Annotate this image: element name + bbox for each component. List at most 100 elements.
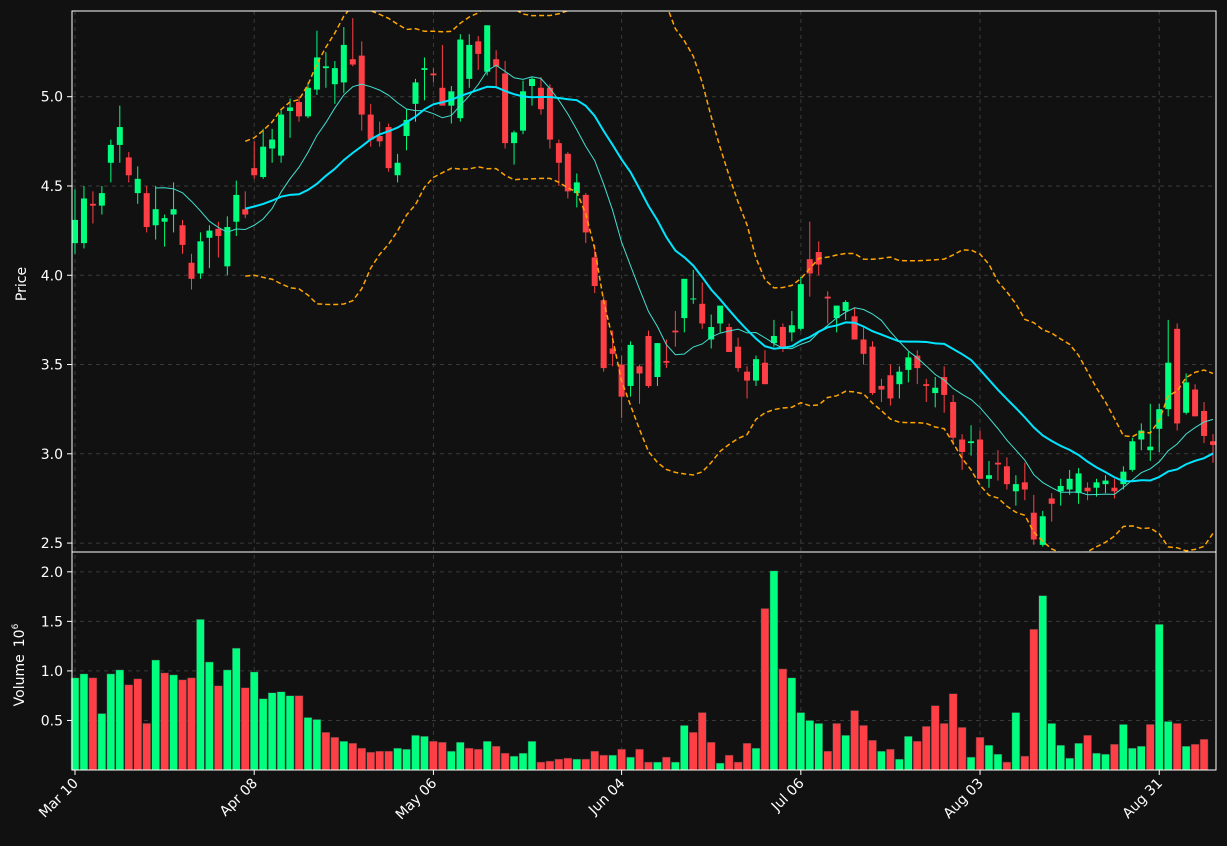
volume-bar (653, 761, 662, 771)
volume-bar (895, 758, 904, 771)
volume-bar (1065, 757, 1074, 771)
volume-bar (814, 723, 823, 771)
volume-bar (1128, 747, 1137, 771)
price-tick-label: 3.5 (41, 358, 63, 374)
candle-body (1021, 482, 1028, 490)
ma-long-line (245, 85, 1214, 483)
volume-bar (599, 754, 608, 771)
candle-body (842, 302, 849, 311)
candle-body (1048, 498, 1055, 504)
candle-body (331, 68, 338, 85)
price-tick-label: 4.0 (41, 268, 63, 284)
candle-body (439, 87, 446, 106)
volume-bar (635, 748, 644, 771)
candle-body (627, 344, 634, 386)
volume-bar (330, 737, 340, 771)
volume-bar (993, 753, 1003, 771)
volume-axis-label: Volume 106 (11, 623, 28, 706)
volume-bar (420, 736, 429, 771)
candle-body (1075, 473, 1082, 494)
candle-body (654, 343, 661, 378)
volume-bar (930, 705, 940, 771)
volume-tick-label: 1.5 (41, 614, 63, 630)
price-candles (72, 18, 1216, 547)
volume-bar (536, 761, 546, 771)
volume-bar (1020, 755, 1030, 771)
candle-body (1129, 441, 1136, 470)
volume-bar (984, 744, 994, 771)
volume-bar (124, 684, 133, 771)
candle-body (502, 73, 509, 144)
candle-body (412, 82, 419, 104)
volume-bar (769, 570, 779, 771)
indicator-lines (155, 11, 1214, 552)
volume-bar (644, 761, 653, 771)
candle-body (528, 78, 535, 86)
volume-bar (617, 748, 626, 771)
volume-bar (294, 695, 304, 771)
candle-body (269, 139, 276, 149)
candle-body (340, 44, 347, 83)
volume-bar (1002, 761, 1012, 771)
volume-bar (249, 671, 259, 771)
candle-body (358, 55, 365, 115)
volume-bar (545, 760, 555, 771)
price-tick-label: 4.5 (41, 179, 63, 195)
volume-bar (733, 761, 743, 771)
volume-bar (904, 736, 913, 771)
volume-bar (357, 747, 366, 771)
volume-bar (1137, 745, 1146, 771)
volume-bar (473, 748, 483, 771)
volume-bar (527, 741, 537, 771)
volume-bar (1146, 724, 1155, 771)
price-tick-label: 5.0 (41, 90, 63, 106)
candle-body (1192, 389, 1199, 417)
candle-body (89, 203, 96, 206)
volume-bar (760, 608, 770, 771)
candle-body (1201, 410, 1208, 436)
volume-bar (196, 619, 205, 771)
candle-body (457, 39, 464, 119)
volume-bar (285, 695, 295, 771)
volume-bar (97, 713, 107, 771)
volume-bar (303, 717, 313, 771)
volume-bar (975, 737, 985, 771)
candle-body (770, 335, 777, 344)
candle-body (1120, 471, 1127, 485)
candle-body (735, 346, 742, 369)
volume-bar (366, 751, 375, 771)
volume-bar (608, 754, 617, 771)
candle-body (573, 182, 580, 194)
volume-bar (429, 741, 438, 771)
candle-body (950, 402, 957, 438)
candle-body (1066, 478, 1073, 490)
candle-body (851, 316, 858, 340)
candle-body (197, 241, 204, 274)
candle-body (349, 59, 356, 65)
candle-body (761, 362, 768, 385)
candle-body (672, 330, 679, 333)
volume-bar (680, 725, 689, 771)
volume-bar (859, 725, 868, 771)
candle-body (546, 87, 553, 140)
candle-body (564, 153, 571, 192)
candle-body (98, 193, 105, 206)
volume-bar (438, 742, 447, 771)
volume-bar (724, 754, 734, 771)
volume-bar (1101, 753, 1110, 771)
candle-body (860, 339, 867, 354)
volume-bar (1047, 723, 1056, 771)
volume-bar (841, 735, 850, 771)
candle-body (1012, 484, 1019, 492)
candle-body (985, 475, 992, 479)
volume-bar (563, 757, 573, 771)
candle-body (224, 227, 231, 267)
volume-bar (698, 712, 707, 771)
candle-body (1039, 516, 1046, 545)
candle-body (511, 132, 518, 144)
volume-bar (312, 719, 322, 771)
candle-body (134, 178, 141, 194)
volume-bar (1163, 721, 1173, 771)
volume-bar (160, 672, 169, 771)
volume-bar (142, 723, 151, 771)
